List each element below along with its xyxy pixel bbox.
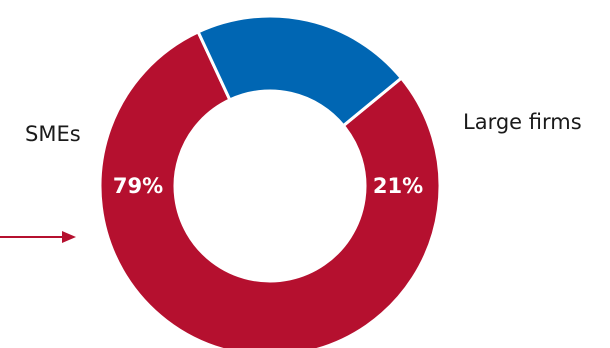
category-label-smes: SMEs [25, 122, 81, 146]
slice-smes [98, 29, 442, 348]
arrow-icon [0, 231, 76, 243]
data-label-smes: 79% [113, 174, 163, 198]
slice-large-firms [196, 14, 404, 128]
slices-group [98, 14, 442, 348]
data-label-large-firms: 21% [373, 174, 423, 198]
category-label-large-firms: Large firms [463, 110, 582, 134]
